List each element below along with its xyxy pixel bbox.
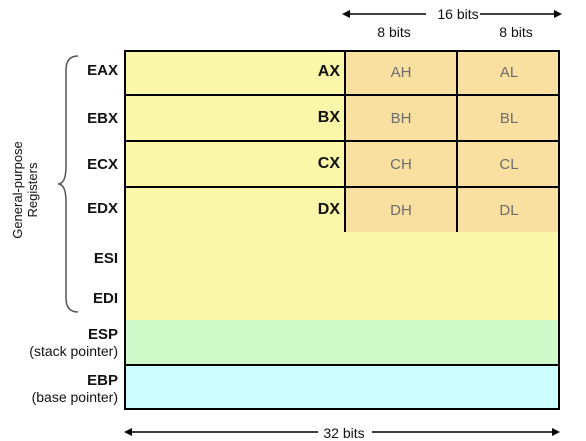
high-byte-bits-label: 8 bits xyxy=(377,24,411,40)
register-high-byte: BH xyxy=(344,96,458,140)
register-name: EDX xyxy=(87,200,118,217)
register-high-byte: DH xyxy=(344,188,458,232)
register-word-label: BX xyxy=(317,109,340,126)
register-name: EBP xyxy=(87,372,118,389)
register-low-byte: CL xyxy=(458,142,560,186)
register-word-label: AX xyxy=(317,63,340,80)
register-name: ECX xyxy=(87,156,118,173)
sixteen-bits-arrow-icon xyxy=(342,10,562,18)
register-word-label: DX xyxy=(317,201,340,218)
register-low-byte: BL xyxy=(458,96,560,140)
register-name-with-desc: EBP (base pointer) xyxy=(8,372,118,405)
register-high-byte: CH xyxy=(344,142,458,186)
curly-brace-icon xyxy=(57,55,79,313)
register-low-byte: AL xyxy=(458,50,560,94)
general-purpose-registers-label: General-purpose Registers xyxy=(10,141,40,239)
register-name: ESI xyxy=(93,250,118,267)
register-name-with-desc: ESP (stack pointer) xyxy=(8,326,118,359)
register-name: EDI xyxy=(92,290,118,307)
register-table-frame xyxy=(124,50,560,410)
register-high-byte: AH xyxy=(344,50,458,94)
thirty-two-bits-arrow-icon xyxy=(124,428,560,436)
register-desc: (stack pointer) xyxy=(29,343,118,359)
low-byte-bits-label: 8 bits xyxy=(499,24,533,40)
register-desc: (base pointer) xyxy=(31,389,118,405)
register-name: ESP xyxy=(87,326,118,343)
register-cell xyxy=(124,320,560,366)
register-cell xyxy=(124,232,560,278)
register-word-label: CX xyxy=(317,155,340,172)
register-name: EAX xyxy=(87,62,118,79)
register-low-byte: DL xyxy=(458,188,560,232)
thirty-two-bits-label: 32 bits xyxy=(323,425,365,441)
register-name: EBX xyxy=(87,110,118,127)
register-cell xyxy=(124,366,560,410)
sixteen-bits-label: 16 bits xyxy=(437,6,479,22)
